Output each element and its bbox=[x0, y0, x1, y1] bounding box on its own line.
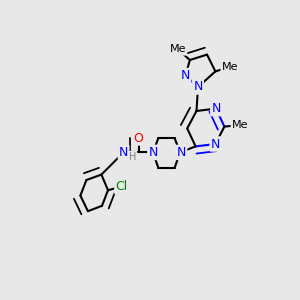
Text: H: H bbox=[129, 152, 136, 162]
Text: Me: Me bbox=[170, 44, 186, 55]
Text: N: N bbox=[193, 80, 203, 94]
Text: N: N bbox=[211, 102, 221, 115]
Text: O: O bbox=[134, 131, 143, 145]
Text: N: N bbox=[177, 146, 186, 159]
Text: N: N bbox=[148, 146, 158, 159]
Text: Me: Me bbox=[232, 120, 248, 130]
Text: N: N bbox=[211, 137, 220, 151]
Text: N: N bbox=[119, 146, 128, 159]
Text: Me: Me bbox=[221, 62, 238, 72]
Text: N: N bbox=[181, 69, 190, 82]
Text: Cl: Cl bbox=[116, 180, 128, 193]
